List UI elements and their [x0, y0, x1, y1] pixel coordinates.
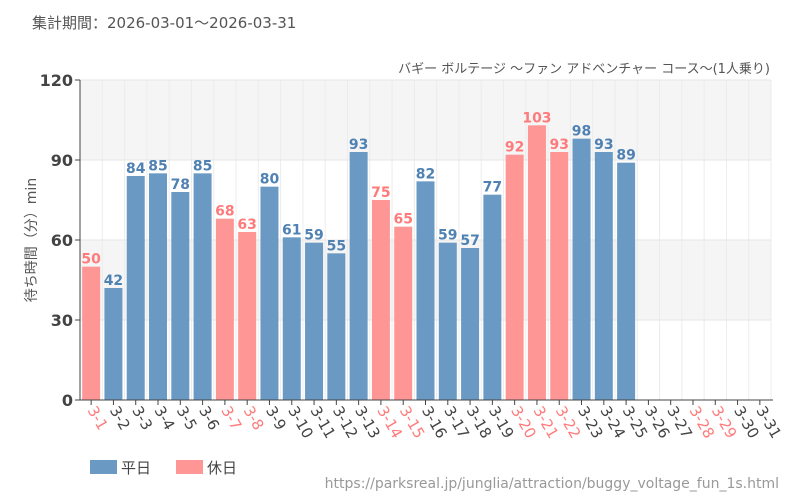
bar-3-24 — [594, 152, 613, 400]
period-label: 集計期間：2026-03-01～2026-03-31 — [32, 14, 296, 32]
data-label: 55 — [327, 238, 346, 254]
data-label: 93 — [549, 137, 568, 153]
data-label: 75 — [371, 185, 390, 201]
data-label: 68 — [215, 204, 234, 220]
bar-3-13 — [349, 152, 368, 400]
data-label: 82 — [416, 166, 435, 182]
y-tick-label: 0 — [62, 391, 73, 410]
data-label: 93 — [594, 137, 613, 153]
data-label: 89 — [616, 148, 635, 164]
bar-3-8 — [238, 232, 257, 400]
bar-3-2 — [104, 288, 123, 400]
data-label: 92 — [505, 140, 524, 156]
bar-3-14 — [371, 200, 390, 400]
legend-swatch — [90, 460, 117, 474]
bar-3-16 — [416, 181, 435, 400]
x-tick-label: 3-3 — [128, 403, 156, 433]
bar-3-1 — [82, 266, 101, 400]
bar-3-23 — [572, 138, 591, 400]
data-label: 57 — [460, 233, 479, 249]
bar-3-11 — [305, 242, 324, 400]
x-tick-label: 3-8 — [240, 403, 268, 433]
data-label: 59 — [304, 228, 323, 244]
data-label: 93 — [349, 137, 368, 153]
y-tick-label: 120 — [40, 71, 73, 90]
data-label: 84 — [126, 161, 146, 177]
legend-label: 休日 — [207, 459, 237, 477]
bar-3-10 — [282, 237, 301, 400]
data-label: 50 — [81, 252, 101, 268]
data-label: 85 — [193, 158, 212, 174]
data-label: 80 — [260, 172, 280, 188]
data-label: 63 — [237, 217, 256, 233]
bar-3-4 — [149, 173, 168, 400]
bar-3-17 — [438, 242, 457, 400]
x-tick-label: 3-7 — [217, 403, 245, 433]
data-label: 59 — [438, 228, 457, 244]
bar-3-12 — [327, 253, 346, 400]
legend-label: 平日 — [121, 459, 151, 477]
bar-3-3 — [126, 176, 145, 400]
y-tick-label: 90 — [51, 151, 73, 170]
x-tick-label: 3-9 — [262, 403, 290, 433]
bar-3-9 — [260, 186, 279, 400]
x-tick-label: 3-6 — [195, 403, 223, 433]
data-label: 85 — [148, 158, 167, 174]
x-tick-label: 3-1 — [84, 403, 112, 433]
legend-swatch — [176, 460, 203, 474]
x-tick-label: 3-2 — [106, 403, 134, 433]
data-label: 42 — [104, 273, 123, 289]
y-axis-label: 待ち時間（分）min — [24, 178, 40, 302]
bar-3-7 — [215, 218, 234, 400]
data-label: 61 — [282, 222, 301, 238]
x-tick-label: 3-5 — [173, 403, 201, 433]
data-label: 98 — [572, 124, 591, 140]
data-label: 77 — [483, 180, 502, 196]
data-label: 103 — [522, 110, 551, 126]
bar-3-19 — [483, 194, 502, 400]
data-label: 65 — [393, 212, 412, 228]
data-label: 78 — [171, 177, 190, 193]
chart-title: バギー ボルテージ ～ファン アドベンチャー コース～(1人乗り) — [398, 62, 770, 77]
bar-3-6 — [193, 173, 212, 400]
bar-3-22 — [550, 152, 569, 400]
source-url: https://parksreal.jp/junglia/attraction/… — [325, 476, 779, 492]
bar-3-5 — [171, 192, 190, 400]
bar-3-18 — [461, 248, 480, 400]
y-tick-label: 60 — [51, 231, 73, 250]
grid-band — [80, 80, 771, 160]
bar-3-20 — [505, 154, 524, 400]
bar-3-25 — [617, 162, 636, 400]
x-tick-label: 3-4 — [151, 403, 179, 433]
bar-3-21 — [527, 125, 546, 400]
bar-3-15 — [394, 226, 413, 400]
y-tick-label: 30 — [51, 311, 73, 330]
